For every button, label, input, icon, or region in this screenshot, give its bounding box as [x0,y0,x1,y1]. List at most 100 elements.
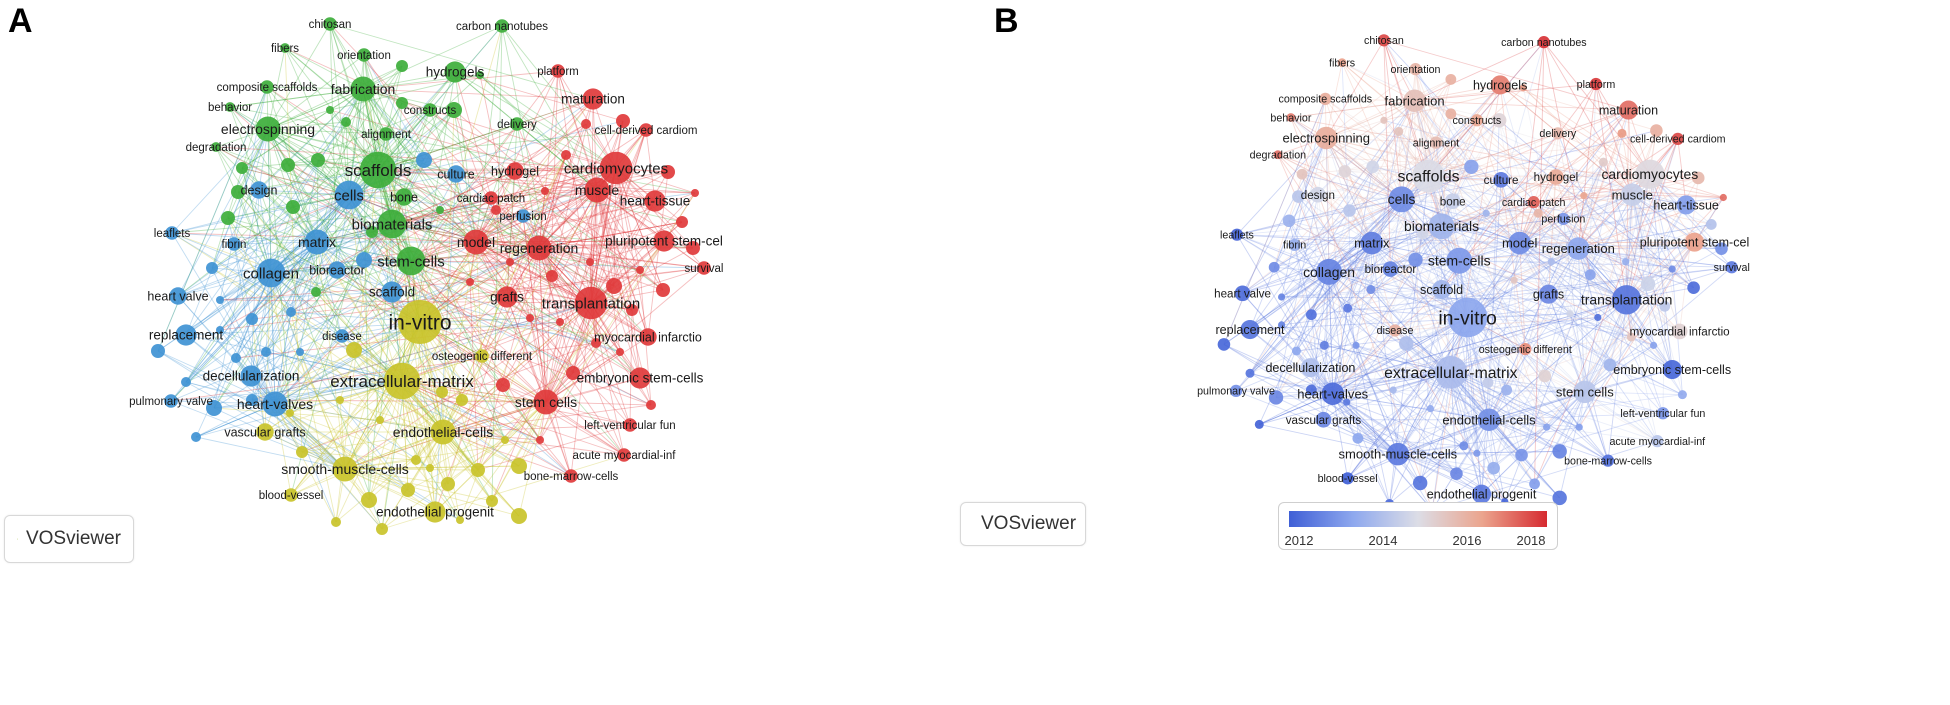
term-label-osteogenic-different[interactable]: osteogenic different [1479,344,1572,356]
node-minor[interactable] [1217,338,1231,351]
node-minor[interactable] [1538,369,1552,383]
node-decellularization[interactable] [1300,358,1320,378]
node-minor[interactable] [1426,405,1434,413]
node-minor[interactable] [1389,386,1397,394]
term-label-stem-cells[interactable]: stem-cells [1428,253,1491,269]
term-label-culture[interactable]: culture [1484,174,1519,187]
node-cells[interactable] [1388,186,1415,213]
node-minor[interactable] [496,378,510,392]
term-label-pluripotent-stem-cel[interactable]: pluripotent stem-cel [1640,236,1750,250]
node-bioreactor[interactable] [328,261,346,279]
node-minor[interactable] [561,150,571,160]
node-minor[interactable] [1445,73,1457,85]
node-minor[interactable] [636,266,644,274]
term-label-heart-valves[interactable]: heart-valves [1297,386,1368,401]
node-minor[interactable] [1282,214,1296,228]
node-minor[interactable] [1543,423,1551,431]
node-minor[interactable] [151,344,165,358]
node-minor[interactable] [296,446,308,458]
node-delivery[interactable] [510,117,524,131]
node-degradation[interactable] [1273,150,1283,160]
node-minor[interactable] [1650,124,1663,137]
term-label-collagen[interactable]: collagen [243,265,299,282]
term-label-cardiomyocytes[interactable]: cardiomyocytes [564,160,668,177]
node-minor[interactable] [686,241,700,255]
node-heart-valve[interactable] [169,287,187,305]
node-cell-derived-cardiom[interactable] [639,123,653,137]
node-smooth-muscle-cells[interactable] [332,456,358,482]
node-maturation[interactable] [1618,100,1639,120]
node-minor[interactable] [456,516,464,524]
term-label-smooth-muscle-cells[interactable]: smooth-muscle-cells [1339,447,1458,462]
node-biomaterials[interactable] [1428,213,1455,240]
node-minor[interactable] [1338,165,1352,178]
node-minor[interactable] [1492,113,1507,128]
node-in-vitro[interactable] [1447,297,1488,338]
term-label-degradation[interactable]: degradation [186,142,247,154]
node-minor[interactable] [1626,332,1636,342]
term-label-perfusion[interactable]: perfusion [1541,214,1585,226]
term-label-model[interactable]: model [1502,236,1538,251]
term-label-grafts[interactable]: grafts [1533,288,1564,302]
term-label-decellularization[interactable]: decellularization [203,369,300,384]
node-blood-vessel[interactable] [1341,472,1354,485]
node-minor[interactable] [1445,108,1457,120]
term-label-perfusion[interactable]: perfusion [499,211,546,223]
term-label-vascular-grafts[interactable]: vascular grafts [224,425,305,439]
term-label-matrix[interactable]: matrix [1354,236,1390,251]
node-minor[interactable] [411,455,421,465]
term-label-design[interactable]: design [1301,189,1335,202]
node-minor[interactable] [511,458,527,474]
node-minor[interactable] [346,342,362,358]
node-leaflets[interactable] [1230,228,1244,241]
node-cardiomyocytes[interactable] [1635,159,1665,189]
node-minor[interactable] [591,338,601,348]
term-label-fabrication[interactable]: fabrication [331,81,396,97]
term-label-decellularization[interactable]: decellularization [1265,361,1355,375]
node-osteogenic-different[interactable] [1519,342,1532,356]
node-scaffolds[interactable] [1412,159,1445,193]
node-minor[interactable] [1691,171,1705,185]
node-stem-cells-2[interactable] [1573,380,1597,404]
node-minor[interactable] [296,348,304,356]
node-endothelial-progenit[interactable] [1472,484,1492,504]
node-orientation[interactable] [357,48,371,62]
term-label-disease[interactable]: disease [1377,325,1414,337]
term-label-biomaterials[interactable]: biomaterials [1404,218,1479,234]
term-label-transplantation[interactable]: transplantation [1581,292,1672,308]
term-label-survival[interactable]: survival [685,263,724,275]
term-label-model[interactable]: model [457,234,495,250]
node-left-ventricular-fun[interactable] [623,418,637,432]
term-label-alignment[interactable]: alignment [361,129,412,141]
node-minor[interactable] [1510,276,1518,284]
term-label-fibers[interactable]: fibers [1329,57,1355,69]
node-minor[interactable] [181,377,191,387]
node-matrix[interactable] [1360,231,1384,255]
node-minor[interactable] [1278,293,1286,301]
node-scaffolds[interactable] [359,151,397,189]
node-left-ventricular-fun[interactable] [1656,407,1670,420]
node-minor[interactable] [1677,390,1687,400]
node-minor[interactable] [366,226,378,238]
node-perfusion[interactable] [1557,212,1570,226]
term-label-endothelial-cells[interactable]: endothelial-cells [1442,412,1536,427]
node-muscle[interactable] [584,177,610,203]
term-label-leaflets[interactable]: leaflets [154,228,191,240]
term-label-degradation[interactable]: degradation [1250,149,1307,161]
term-label-matrix[interactable]: matrix [298,234,336,250]
node-minor[interactable] [546,270,558,282]
term-label-chitosan[interactable]: chitosan [1364,35,1404,47]
node-minor[interactable] [476,71,484,79]
node-fabrication[interactable] [1403,89,1426,113]
node-minor[interactable] [1292,190,1305,203]
node-minor[interactable] [426,464,434,472]
node-minor[interactable] [511,508,527,524]
node-grafts[interactable] [496,286,518,308]
node-minor[interactable] [416,152,432,168]
term-label-carbon-nanotubes[interactable]: carbon nanotubes [1501,37,1587,49]
node-minor[interactable] [446,102,462,118]
node-minor[interactable] [1268,390,1284,405]
term-label-grafts[interactable]: grafts [490,290,524,305]
node-minor[interactable] [1622,258,1630,266]
term-label-disease[interactable]: disease [322,331,362,343]
